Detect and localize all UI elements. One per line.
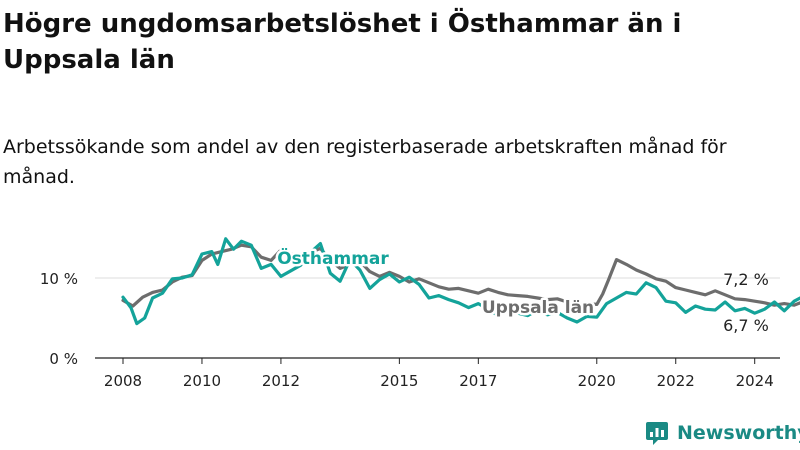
newsworthy-icon (646, 422, 668, 445)
annotation-osthammar: Östhammar (277, 247, 389, 269)
brand-name: Newsworthy (677, 422, 800, 444)
y-tick-label: 10 % (40, 270, 78, 288)
x-tick-label: 2020 (578, 372, 616, 390)
x-tick-label: 2017 (459, 372, 497, 390)
annotation-uppsala-halo: Uppsala län (482, 298, 594, 318)
y-tick-label: 0 % (49, 350, 78, 368)
end-label-osthammar: 7,2 % (723, 270, 769, 289)
series-line-osthammar (121, 237, 800, 326)
end-label-uppsala: 6,7 % (723, 316, 769, 335)
x-tick-label: 2008 (104, 372, 142, 390)
chart-subtitle: Arbetssökande som andel av den registerb… (3, 136, 727, 188)
series-line-uppsala (121, 243, 800, 308)
x-tick-label: 2012 (262, 372, 300, 390)
x-tick-label: 2022 (657, 372, 695, 390)
annotation-osthammar-halo: Östhammar (277, 247, 389, 269)
x-tick-label: 2010 (183, 372, 221, 390)
chart-title: Högre ungdomsarbetslöshet i Östhammar än… (3, 9, 682, 75)
x-tick-label: 2024 (736, 372, 774, 390)
x-tick-label: 2015 (380, 372, 418, 390)
annotation-uppsala: Uppsala län (482, 298, 594, 318)
brand-logo: Newsworthy (645, 419, 800, 447)
